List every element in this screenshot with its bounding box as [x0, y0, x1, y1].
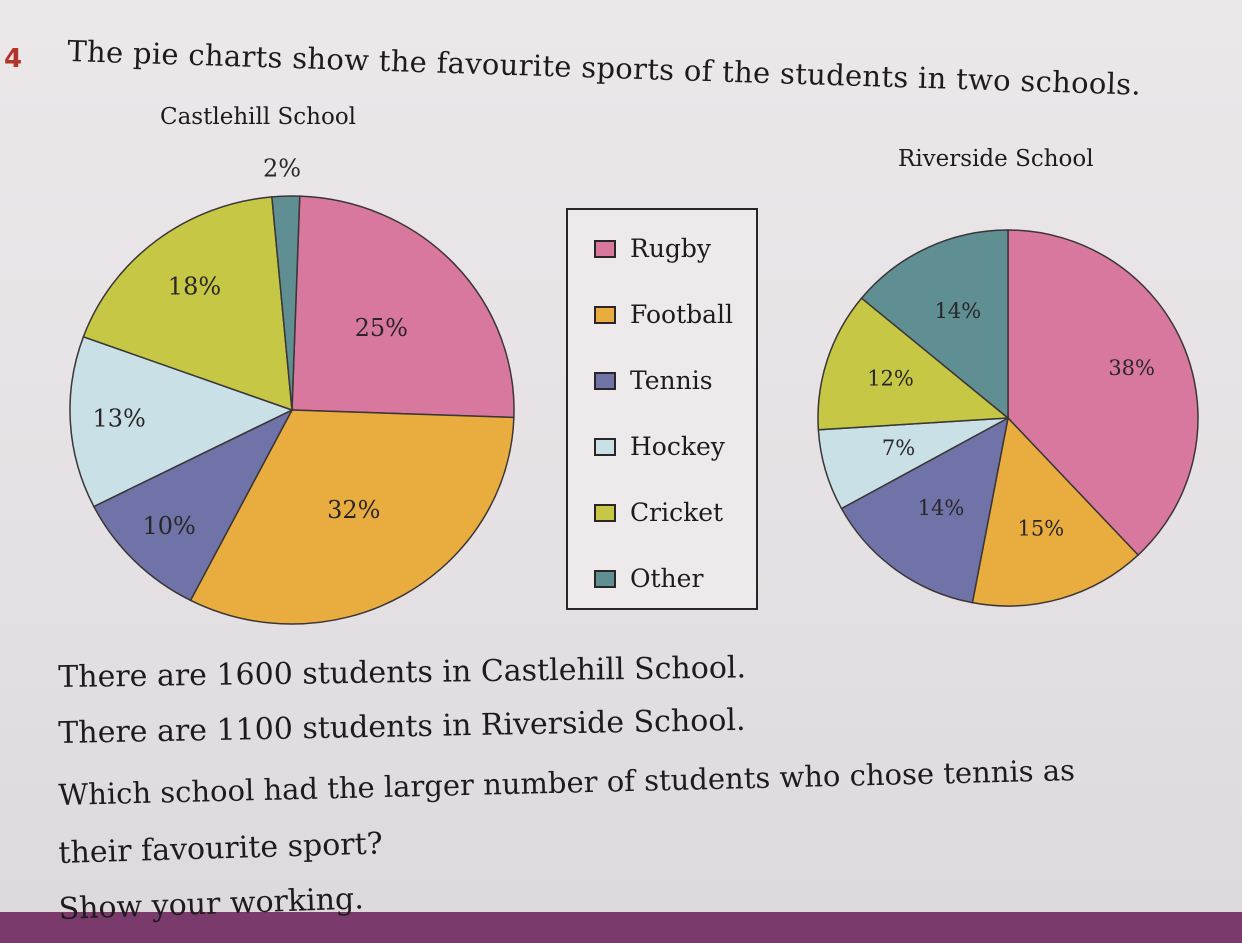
legend-item-rugby: Rugby	[594, 234, 711, 263]
legend-label: Cricket	[630, 498, 724, 527]
legend-item-other: Other	[594, 564, 703, 593]
pie-slice-rugby	[1007, 229, 1199, 557]
legend-item-cricket: Cricket	[594, 498, 723, 527]
legend-item-football: Football	[594, 300, 733, 329]
pie-slice-other	[271, 195, 301, 411]
slice-label-other: 14%	[934, 299, 981, 323]
pie-slice-rugby	[291, 195, 515, 419]
slice-label-other: 2%	[263, 155, 301, 183]
slice-label-hockey: 13%	[92, 404, 145, 432]
page-edge-band	[0, 912, 1242, 943]
riverside-pie	[817, 229, 1199, 607]
legend-label: Rugby	[630, 234, 712, 263]
football-swatch	[594, 305, 616, 324]
question-number: 4	[4, 44, 23, 74]
slice-label-tennis: 10%	[142, 512, 195, 540]
slice-label-cricket: 12%	[867, 367, 914, 391]
legend-label: Football	[630, 300, 734, 329]
rugby-swatch	[594, 239, 616, 258]
legend-item-hockey: Hockey	[594, 432, 725, 461]
legend-label: Other	[630, 564, 704, 593]
pie-slice-other	[860, 229, 1009, 420]
castlehill-chart-title: Castlehill School	[160, 104, 357, 130]
castlehill-pie	[69, 195, 515, 625]
slice-label-hockey: 7%	[882, 436, 915, 460]
cricket-swatch	[594, 503, 616, 522]
pie-slice-football	[971, 416, 1140, 607]
legend-item-tennis: Tennis	[594, 366, 713, 395]
legend: Rugby Football Tennis Hockey Cricket Oth…	[566, 208, 758, 610]
pie-slice-tennis	[92, 408, 294, 602]
legend-label: Hockey	[630, 432, 725, 461]
slice-label-rugby: 25%	[355, 314, 408, 342]
pie-slice-cricket	[82, 196, 293, 412]
slice-label-cricket: 18%	[168, 272, 221, 300]
hockey-swatch	[594, 437, 616, 456]
slice-label-rugby: 38%	[1108, 356, 1155, 380]
pie-slice-cricket	[817, 297, 1010, 431]
slice-label-football: 32%	[327, 496, 380, 524]
legend-label: Tennis	[630, 366, 713, 395]
pie-slice-football	[189, 409, 515, 625]
tennis-swatch	[594, 371, 616, 390]
pie-slice-tennis	[840, 416, 1010, 604]
slice-label-football: 15%	[1018, 516, 1065, 540]
pie-slice-hockey	[69, 335, 294, 508]
other-swatch	[594, 569, 616, 588]
slice-label-tennis: 14%	[918, 496, 965, 520]
riverside-chart-title: Riverside School	[898, 146, 1094, 172]
